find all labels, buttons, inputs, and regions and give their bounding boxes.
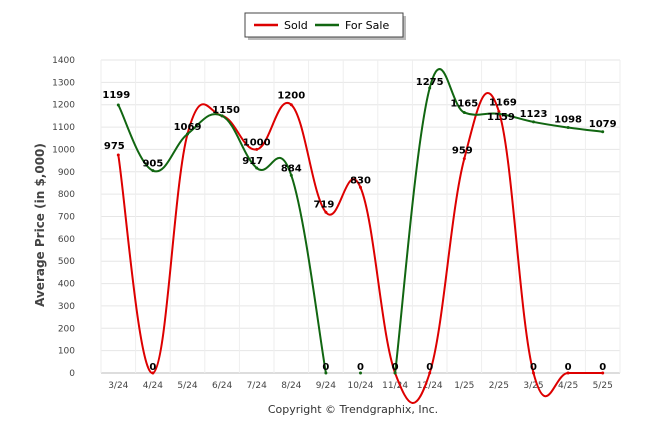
- x-tick-label: 11/24: [382, 381, 408, 391]
- grid-lines: [100, 59, 621, 374]
- data-point-sold: [255, 147, 259, 151]
- data-label-for-sale: 884: [281, 163, 302, 174]
- data-label-sold: 719: [313, 199, 334, 210]
- data-label-sold: 0: [149, 362, 156, 373]
- y-tick-label: 0: [69, 369, 75, 379]
- x-tick-label: 5/24: [177, 381, 197, 391]
- data-label-sold: 0: [426, 362, 433, 373]
- data-point-for-sale: [289, 173, 293, 177]
- data-point-for-sale: [151, 169, 155, 173]
- data-point-for-sale: [566, 126, 570, 130]
- data-label-for-sale: 1159: [487, 112, 515, 123]
- y-tick-label: 200: [58, 324, 75, 334]
- y-tick-label: 900: [58, 168, 75, 178]
- data-point-for-sale: [532, 120, 535, 124]
- data-point-for-sale: [462, 111, 466, 115]
- data-point-for-sale: [324, 371, 328, 375]
- data-label-sold: 959: [452, 146, 473, 157]
- data-label-for-sale: 1275: [416, 77, 444, 88]
- data-point-sold: [359, 185, 362, 189]
- data-label-for-sale: 1199: [102, 90, 130, 101]
- data-label-for-sale: 1098: [554, 115, 582, 126]
- data-label-sold: 830: [350, 175, 371, 186]
- y-tick-label: 1100: [52, 123, 75, 133]
- data-label-sold: 1000: [243, 137, 271, 148]
- x-tick-label: 2/25: [489, 381, 509, 391]
- x-axis-ticks: 3/24 4/24 5/24 6/24 7/24 8/24 9/24 10/24 11/24 12…: [108, 381, 613, 391]
- y-tick-label: 500: [58, 257, 75, 267]
- data-point-for-sale: [220, 114, 224, 118]
- x-tick-label: 6/24: [212, 381, 232, 391]
- y-tick-label: 800: [58, 190, 75, 200]
- data-point-sold: [289, 103, 293, 107]
- x-tick-label: 8/24: [281, 381, 301, 391]
- data-label-for-sale: 905: [142, 159, 163, 170]
- data-point-sold: [324, 210, 328, 214]
- data-point-sold: [428, 371, 432, 375]
- x-tick-label: 5/25: [593, 381, 613, 391]
- x-tick-label: 12/24: [417, 381, 443, 391]
- x-tick-label: 7/24: [247, 381, 267, 391]
- data-point-sold: [601, 371, 605, 375]
- data-point-sold: [532, 371, 535, 375]
- data-point-for-sale: [497, 112, 501, 116]
- data-label-for-sale: 917: [242, 156, 263, 167]
- data-point-for-sale: [428, 86, 432, 90]
- series-line-for-sale: [394, 68, 603, 374]
- x-tick-label: 9/24: [316, 381, 336, 391]
- data-label-for-sale: 0: [322, 362, 329, 373]
- data-label-for-sale: 1079: [589, 119, 617, 130]
- y-tick-label: 300: [58, 302, 75, 312]
- data-point-for-sale: [601, 130, 605, 134]
- y-tick-label: 700: [58, 213, 75, 223]
- data-point-sold: [497, 110, 501, 114]
- data-label-sold: 0: [530, 362, 537, 373]
- data-label-sold: 0: [565, 362, 572, 373]
- y-axis-title: Average Price (in $,000): [33, 143, 47, 307]
- data-point-for-sale: [116, 103, 120, 107]
- y-tick-label: 100: [58, 347, 75, 357]
- x-tick-label: 1/25: [454, 381, 474, 391]
- data-label-sold: 1150: [212, 105, 240, 116]
- legend: Sold For Sale: [244, 12, 406, 40]
- data-label-sold: 0: [392, 362, 399, 373]
- y-tick-label: 1000: [52, 145, 75, 155]
- data-labels: 975 0 1069 1150 1000 1200 719 830 0 0 959 1169 0 0 0 11…: [102, 77, 616, 373]
- data-label-sold: 1169: [489, 98, 517, 109]
- data-point-sold: [566, 371, 570, 375]
- data-point-for-sale: [393, 371, 397, 375]
- x-tick-label: 4/25: [558, 381, 578, 391]
- data-point-for-sale: [255, 166, 259, 170]
- data-point-sold: [151, 371, 155, 375]
- legend-label-sold: Sold: [284, 19, 308, 32]
- copyright-footer: Copyright © Trendgraphix, Inc.: [268, 403, 438, 416]
- data-label-for-sale: 0: [357, 362, 364, 373]
- y-tick-label: 1300: [52, 78, 75, 88]
- series-lines: [116, 68, 605, 404]
- legend-label-for-sale: For Sale: [345, 19, 389, 32]
- data-point-for-sale: [186, 132, 189, 136]
- series-line-sold: [117, 92, 603, 404]
- y-tick-label: 400: [58, 280, 75, 290]
- data-label-sold: 0: [599, 362, 606, 373]
- data-point-for-sale: [359, 371, 362, 375]
- data-point-sold: [116, 153, 120, 157]
- y-tick-label: 600: [58, 235, 75, 245]
- y-axis-ticks: 0 100 200 300 400 500 600 700 800 900 1000 1100 1200…: [52, 56, 75, 379]
- x-tick-label: 4/24: [143, 381, 163, 391]
- x-tick-label: 10/24: [348, 381, 374, 391]
- data-label-sold: 975: [104, 141, 125, 152]
- data-point-sold: [462, 157, 466, 161]
- y-tick-label: 1400: [52, 56, 75, 66]
- data-label-for-sale: 1123: [520, 109, 548, 120]
- x-tick-label: 3/25: [523, 381, 543, 391]
- data-label-sold: 1069: [174, 122, 202, 133]
- x-tick-label: 3/24: [108, 381, 128, 391]
- data-label-sold: 1200: [277, 91, 305, 102]
- data-label-for-sale: 1165: [450, 99, 478, 110]
- y-tick-label: 1200: [52, 101, 75, 111]
